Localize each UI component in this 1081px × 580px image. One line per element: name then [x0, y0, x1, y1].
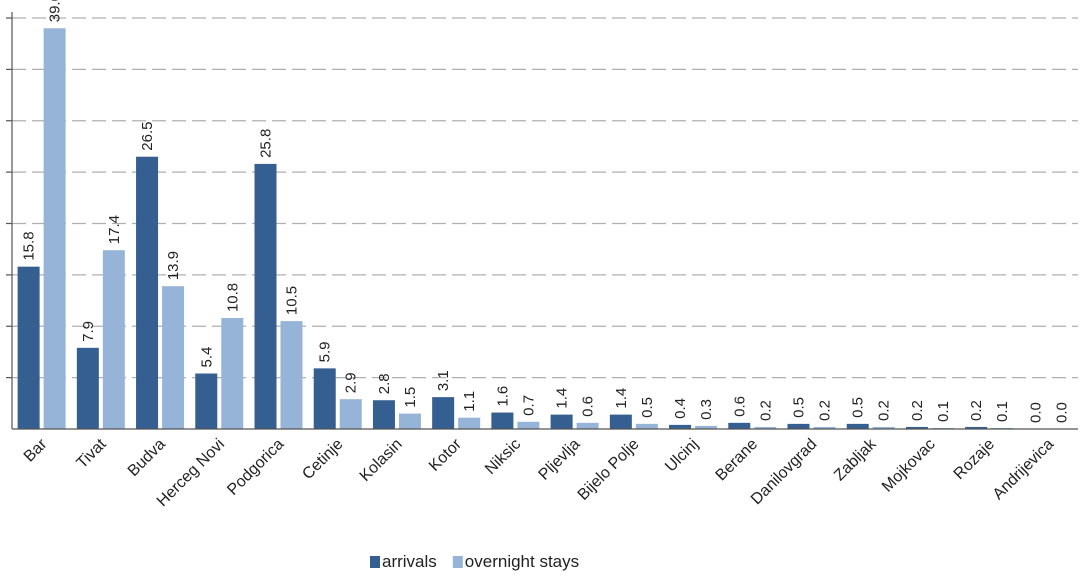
- data-label-overnight-stays-cetinje: 2.9: [343, 372, 360, 393]
- x-tick-label-mojkovac: Mojkovac: [879, 436, 939, 496]
- gridlines: [12, 17, 1078, 379]
- data-label-arrivals-tivat: 7.9: [80, 321, 97, 342]
- bar-arrivals-budva: [136, 156, 159, 429]
- data-label-arrivals-rozaje: 0.2: [968, 400, 985, 421]
- bar-arrivals-mojkovac: [905, 426, 928, 429]
- data-label-arrivals-mojkovac: 0.2: [909, 400, 926, 421]
- bar-arrivals-podgorica: [254, 163, 277, 429]
- data-label-overnight-stays-kolasin: 1.5: [402, 387, 419, 408]
- data-label-arrivals-zabljak: 0.5: [850, 397, 867, 418]
- bar-arrivals-kolasin: [372, 400, 395, 429]
- bar-overnight-stays-budva: [162, 286, 185, 429]
- data-label-overnight-stays-rozaje: 0.1: [994, 401, 1011, 422]
- data-label-overnight-stays-zabljak: 0.2: [876, 400, 893, 421]
- bar-overnight-stays-herceg-novi: [221, 318, 244, 429]
- data-label-arrivals-podgorica: 25.8: [258, 129, 275, 158]
- data-label-overnight-stays-bar: 39.0: [47, 0, 64, 22]
- data-labels: 15.8 39.0 7.9 17.4 26.5 13.9 5.4 10.8 25.8 10.5 5.…: [21, 0, 1071, 423]
- legend: arrivals overnight stays: [370, 552, 579, 571]
- data-label-arrivals-budva: 26.5: [139, 122, 156, 151]
- bar-arrivals-bijelo-polje: [609, 414, 632, 429]
- data-label-arrivals-kolasin: 2.8: [376, 373, 393, 394]
- data-label-overnight-stays-berane: 0.2: [757, 400, 774, 421]
- bar-arrivals-zabljak: [846, 423, 869, 429]
- bar-arrivals-cetinje: [313, 368, 336, 429]
- legend-label-overnight-stays: overnight stays: [465, 552, 579, 571]
- data-label-overnight-stays-pljevlja: 0.6: [580, 396, 597, 417]
- data-label-overnight-stays-herceg-novi: 10.8: [224, 283, 241, 312]
- bar-overnight-stays-ulcinj: [695, 425, 718, 429]
- data-label-overnight-stays-budva: 13.9: [165, 251, 182, 280]
- data-label-overnight-stays-mojkovac: 0.1: [935, 401, 952, 422]
- axes: [6, 12, 1078, 430]
- x-tick-label-cetinje: Cetinje: [299, 436, 346, 483]
- bar-arrivals-niksic: [491, 412, 514, 429]
- x-tick-label-kotor: Kotor: [426, 435, 466, 475]
- bar-overnight-stays-bijelo-polje: [635, 423, 658, 429]
- data-label-overnight-stays-tivat: 17.4: [106, 215, 123, 244]
- bar-overnight-stays-kotor: [458, 417, 481, 429]
- x-tick-label-ulcinj: Ulcinj: [662, 436, 702, 476]
- x-tick-label-tivat: Tivat: [74, 435, 111, 472]
- bar-arrivals-pljevlja: [550, 414, 573, 429]
- bar-overnight-stays-cetinje: [339, 399, 362, 429]
- data-label-arrivals-niksic: 1.6: [494, 386, 511, 407]
- bar-arrivals-berane: [728, 422, 751, 429]
- bar-overnight-stays-tivat: [102, 250, 125, 429]
- bar-overnight-stays-berane: [754, 426, 777, 429]
- bar-overnight-stays-podgorica: [280, 321, 303, 429]
- data-label-overnight-stays-kotor: 1.1: [461, 391, 478, 412]
- x-tick-label-budva: Budva: [125, 436, 169, 480]
- bar-arrivals-ulcinj: [669, 424, 692, 429]
- legend-label-arrivals: arrivals: [382, 552, 437, 571]
- data-label-arrivals-bijelo-polje: 1.4: [613, 388, 630, 409]
- bar-arrivals-kotor: [432, 397, 455, 429]
- data-label-overnight-stays-podgorica: 10.5: [284, 286, 301, 315]
- bar-overnight-stays-bar: [43, 28, 66, 430]
- x-tick-label-andrijevica: Andrijevica: [990, 436, 1057, 503]
- bar-arrivals-bar: [17, 266, 40, 429]
- data-label-arrivals-andrijevica: 0.0: [1027, 402, 1044, 423]
- bar-arrivals-herceg-novi: [195, 373, 218, 429]
- bar-overnight-stays-pljevlja: [576, 422, 599, 429]
- data-label-arrivals-bar: 15.8: [21, 231, 38, 260]
- bar-arrivals-tivat: [76, 347, 99, 429]
- x-tick-label-niksic: Niksic: [482, 436, 524, 478]
- data-label-arrivals-cetinje: 5.9: [317, 342, 334, 363]
- data-label-arrivals-herceg-novi: 5.4: [198, 347, 215, 368]
- bar-overnight-stays-kolasin: [398, 413, 421, 429]
- x-tick-label-zabljak: Zabljak: [831, 435, 880, 484]
- x-tick-label-rozaje: Rozaje: [951, 436, 998, 483]
- bar-overnight-stays-danilovgrad: [813, 426, 836, 429]
- data-label-arrivals-berane: 0.6: [731, 396, 748, 417]
- data-label-arrivals-ulcinj: 0.4: [672, 398, 689, 419]
- data-label-overnight-stays-andrijevica: 0.0: [1053, 402, 1070, 423]
- data-label-arrivals-kotor: 3.1: [435, 370, 452, 391]
- data-label-arrivals-pljevlja: 1.4: [554, 388, 571, 409]
- x-tick-label-podgorica: Podgorica: [224, 436, 287, 499]
- x-tick-label-bar: Bar: [21, 435, 51, 465]
- data-label-overnight-stays-ulcinj: 0.3: [698, 399, 715, 420]
- data-label-arrivals-danilovgrad: 0.5: [791, 397, 808, 418]
- bar-arrivals-danilovgrad: [787, 423, 810, 429]
- bar-overnight-stays-zabljak: [872, 426, 895, 429]
- x-tick-label-berane: Berane: [713, 436, 762, 485]
- bar-arrivals-rozaje: [965, 426, 988, 429]
- data-label-overnight-stays-niksic: 0.7: [520, 395, 537, 416]
- legend-swatch-arrivals: [370, 556, 380, 568]
- bars: [17, 28, 1014, 430]
- data-label-overnight-stays-danilovgrad: 0.2: [817, 400, 834, 421]
- x-tick-label-pljevlja: Pljevlja: [536, 436, 584, 484]
- x-tick-label-kolasin: Kolasin: [357, 436, 406, 485]
- data-label-overnight-stays-bijelo-polje: 0.5: [639, 397, 656, 418]
- x-tick-label-bijelo-polje: Bijelo Polje: [575, 436, 643, 504]
- legend-swatch-overnight-stays: [452, 556, 463, 568]
- bar-overnight-stays-niksic: [517, 421, 540, 429]
